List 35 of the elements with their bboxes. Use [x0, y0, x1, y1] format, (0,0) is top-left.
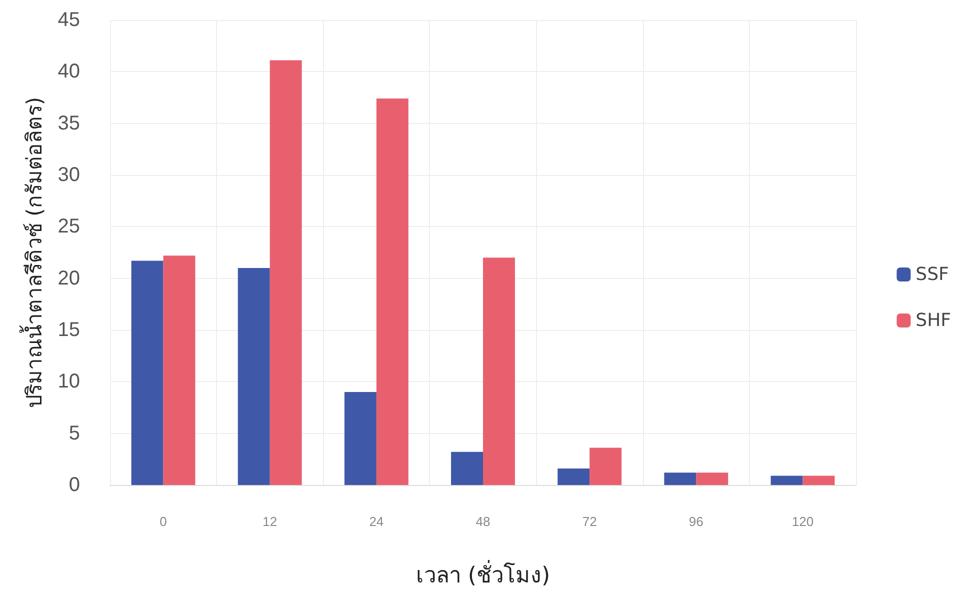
bar [344, 392, 376, 485]
y-tick-label: 10 [58, 370, 80, 393]
bar [664, 472, 696, 485]
x-tick-label: 0 [160, 514, 167, 529]
bar [770, 476, 803, 485]
legend-label: SSF [916, 264, 949, 285]
bar [163, 256, 196, 485]
x-tick-label: 120 [792, 514, 814, 529]
bar [558, 468, 590, 485]
bar [238, 268, 270, 485]
bar [696, 472, 728, 485]
y-tick-label: 45 [58, 9, 80, 31]
x-tick-label: 72 [582, 514, 597, 529]
bar [590, 448, 622, 485]
bar [483, 258, 515, 485]
bar [131, 260, 164, 485]
y-tick-label: 20 [58, 267, 80, 290]
x-axis-title: เวลา (ชั่วโมง) [416, 560, 550, 588]
x-tick-label: 48 [476, 514, 490, 529]
y-axis-title: ปริมาณน้ำตาลรีดิวซ์ (กรัมต่อลิตร) [20, 96, 46, 408]
legend-label: SHF [916, 310, 952, 331]
y-tick-label: 0 [68, 474, 80, 496]
y-tick-label: 5 [68, 422, 80, 444]
y-tick-label: 35 [58, 112, 80, 134]
bar [376, 98, 408, 485]
y-tick-label: 40 [58, 60, 80, 83]
x-tick-label: 12 [262, 514, 278, 529]
y-tick-label: 30 [58, 164, 80, 186]
bar [451, 452, 483, 485]
x-tick-label: 24 [369, 514, 384, 529]
y-tick-label: 15 [58, 319, 80, 341]
y-tick-label: 25 [58, 216, 80, 238]
bar [802, 476, 835, 485]
x-tick-label: 96 [688, 514, 704, 529]
bar [270, 60, 302, 485]
